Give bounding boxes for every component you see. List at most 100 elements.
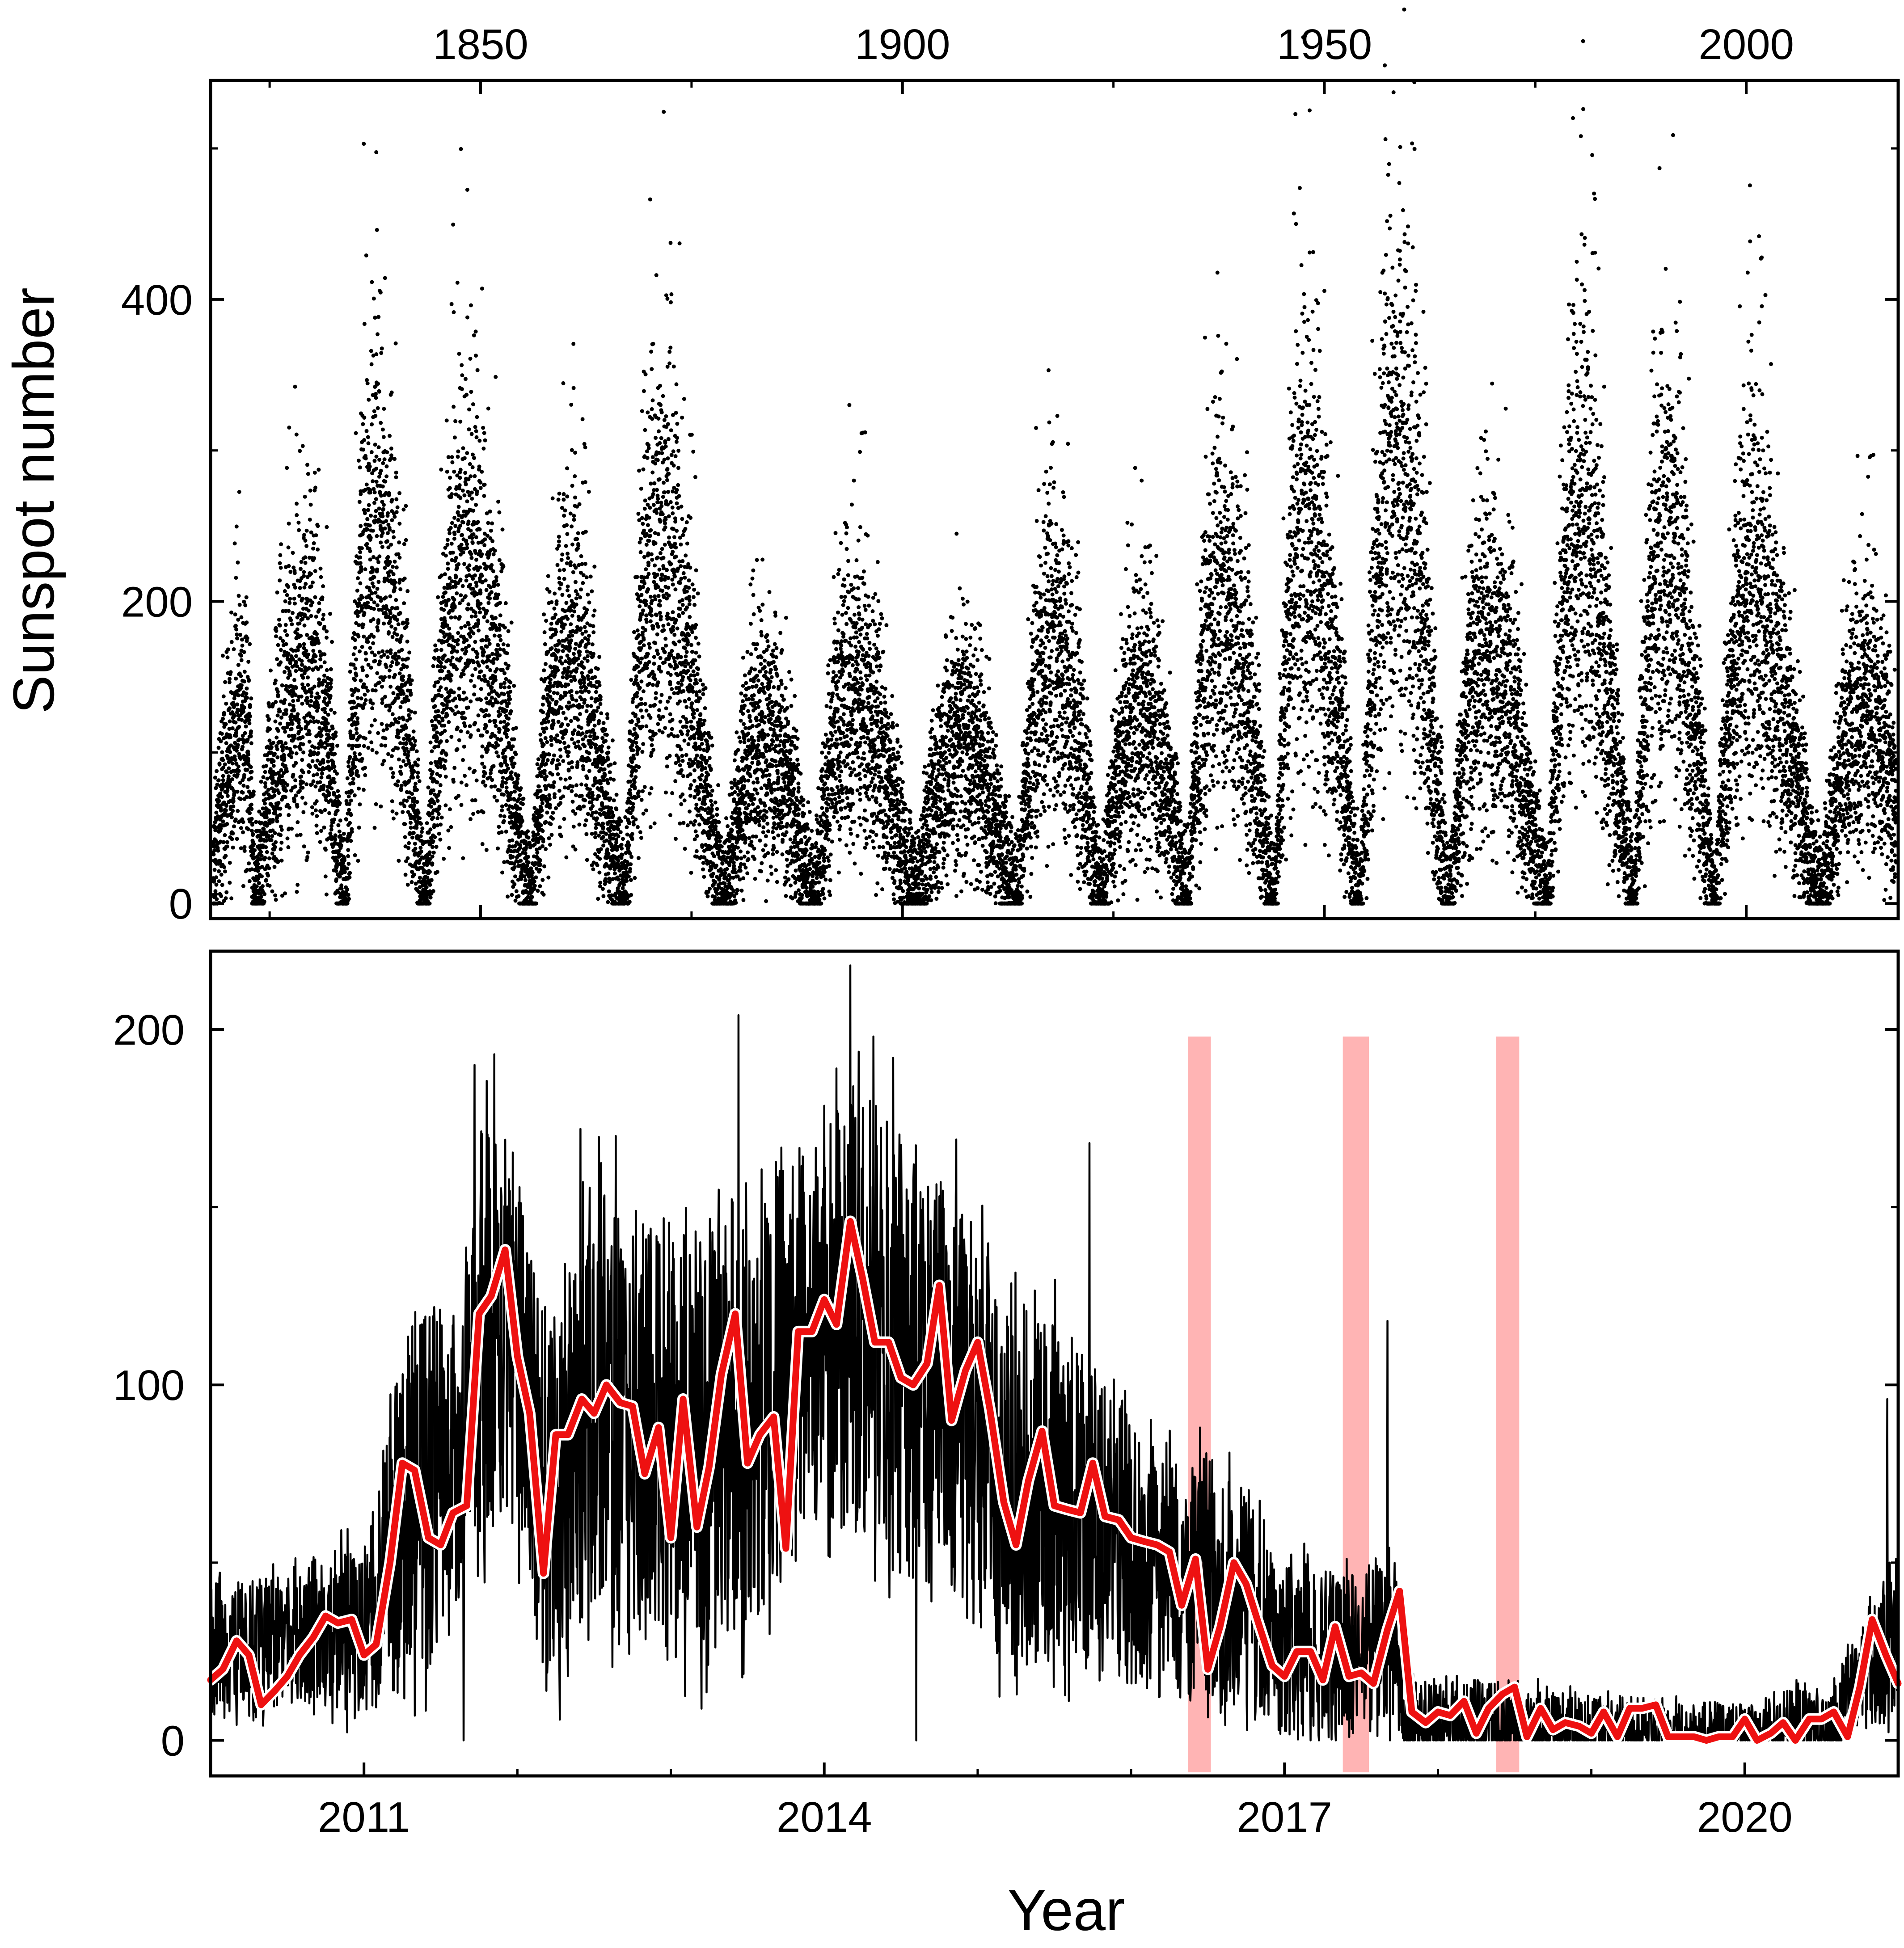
data-point <box>241 830 245 835</box>
data-point <box>575 537 579 541</box>
data-point <box>357 743 361 748</box>
data-point <box>439 822 443 827</box>
data-point <box>380 722 384 726</box>
data-point <box>564 544 568 548</box>
data-point <box>443 803 448 808</box>
data-point <box>490 563 494 567</box>
data-point <box>583 562 587 566</box>
data-point <box>596 897 600 901</box>
data-point <box>465 499 469 504</box>
top-panel-data-points <box>211 7 1899 906</box>
data-point <box>485 619 490 624</box>
data-point <box>283 741 288 746</box>
data-point <box>594 810 598 814</box>
data-point <box>469 432 474 436</box>
data-point <box>367 397 371 402</box>
data-point <box>384 464 389 468</box>
data-point <box>237 737 241 742</box>
data-point <box>372 826 377 830</box>
data-point <box>557 586 562 591</box>
data-point <box>322 825 326 830</box>
data-point <box>395 505 400 510</box>
data-point <box>561 711 566 715</box>
data-point <box>287 813 291 817</box>
data-point <box>382 653 387 657</box>
data-point <box>249 769 254 774</box>
data-point <box>249 741 253 746</box>
data-point <box>348 729 353 734</box>
data-point <box>545 774 549 779</box>
data-point <box>513 843 517 848</box>
data-point <box>511 744 515 749</box>
data-point <box>397 859 401 863</box>
data-point <box>330 745 335 750</box>
data-point <box>516 773 520 778</box>
data-point <box>245 686 249 691</box>
data-point <box>314 615 318 619</box>
data-point <box>471 660 476 664</box>
data-point <box>452 532 457 536</box>
data-point <box>557 825 562 830</box>
data-point <box>556 758 560 763</box>
data-point <box>547 752 552 757</box>
data-point <box>313 784 318 788</box>
data-point <box>242 599 246 604</box>
data-point <box>564 729 568 734</box>
data-point <box>473 425 477 429</box>
data-point <box>399 784 404 788</box>
data-point <box>269 745 274 750</box>
data-point <box>405 639 410 644</box>
data-point <box>469 490 474 495</box>
data-point <box>428 882 432 887</box>
data-point <box>432 801 436 805</box>
data-point <box>542 630 547 634</box>
data-point <box>396 661 400 666</box>
data-point <box>452 766 457 770</box>
data-point <box>582 676 587 680</box>
data-point <box>289 727 294 731</box>
data-point <box>403 873 408 877</box>
data-point <box>478 590 483 595</box>
data-point <box>557 762 561 767</box>
data-point <box>410 678 414 683</box>
data-point <box>231 809 235 813</box>
data-point <box>372 575 376 579</box>
data-point <box>492 583 497 588</box>
data-point <box>394 510 399 514</box>
data-point <box>458 523 463 528</box>
data-point <box>246 749 250 754</box>
data-point <box>364 482 369 487</box>
data-point <box>335 808 340 813</box>
data-point <box>357 786 361 791</box>
data-point <box>369 514 373 518</box>
data-point <box>540 702 545 707</box>
data-point <box>241 734 245 738</box>
data-point <box>271 759 276 763</box>
data-point <box>431 889 435 893</box>
data-point <box>427 850 432 855</box>
data-point <box>235 837 239 841</box>
data-point <box>416 810 421 815</box>
data-point <box>233 720 238 725</box>
data-point <box>483 438 487 443</box>
data-point <box>508 680 513 685</box>
data-point <box>283 589 287 593</box>
data-point <box>402 601 406 606</box>
data-point <box>224 804 228 808</box>
data-point <box>236 617 241 622</box>
data-point <box>518 846 523 850</box>
data-point <box>329 667 333 671</box>
data-point <box>532 879 536 884</box>
data-point <box>590 589 594 594</box>
data-point <box>213 889 218 894</box>
data-point <box>482 543 487 548</box>
data-point <box>495 596 499 600</box>
data-point <box>504 785 509 790</box>
data-point <box>489 528 493 533</box>
data-point <box>466 622 471 627</box>
data-point <box>259 853 264 858</box>
data-point <box>315 691 320 696</box>
data-point <box>319 810 324 814</box>
data-point <box>282 670 287 674</box>
data-point <box>468 462 472 466</box>
